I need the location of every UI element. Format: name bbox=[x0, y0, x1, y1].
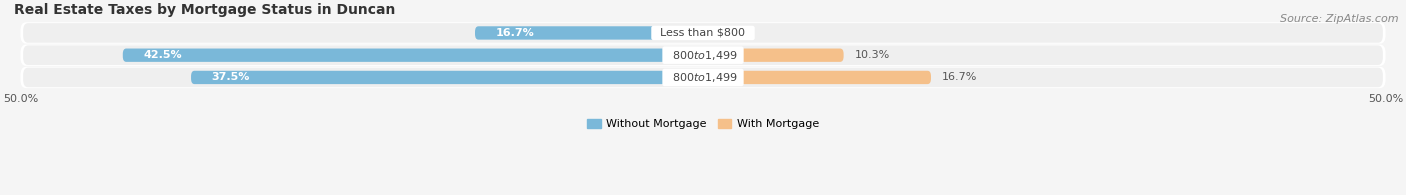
FancyBboxPatch shape bbox=[191, 71, 703, 84]
Text: 42.5%: 42.5% bbox=[143, 50, 181, 60]
Text: 37.5%: 37.5% bbox=[211, 72, 250, 82]
Text: Less than $800: Less than $800 bbox=[654, 28, 752, 38]
Text: $800 to $1,499: $800 to $1,499 bbox=[665, 71, 741, 84]
FancyBboxPatch shape bbox=[703, 71, 931, 84]
Text: 16.7%: 16.7% bbox=[495, 28, 534, 38]
Text: 10.3%: 10.3% bbox=[855, 50, 890, 60]
Text: Source: ZipAtlas.com: Source: ZipAtlas.com bbox=[1281, 14, 1399, 24]
FancyBboxPatch shape bbox=[475, 26, 703, 40]
Legend: Without Mortgage, With Mortgage: Without Mortgage, With Mortgage bbox=[582, 114, 824, 134]
FancyBboxPatch shape bbox=[703, 49, 844, 62]
Text: $800 to $1,499: $800 to $1,499 bbox=[665, 49, 741, 62]
FancyBboxPatch shape bbox=[21, 67, 1385, 88]
FancyBboxPatch shape bbox=[21, 44, 1385, 66]
Text: 0.0%: 0.0% bbox=[714, 28, 742, 38]
FancyBboxPatch shape bbox=[22, 45, 1384, 65]
FancyBboxPatch shape bbox=[21, 22, 1385, 44]
Text: 16.7%: 16.7% bbox=[942, 72, 977, 82]
Text: Real Estate Taxes by Mortgage Status in Duncan: Real Estate Taxes by Mortgage Status in … bbox=[14, 3, 395, 17]
FancyBboxPatch shape bbox=[22, 23, 1384, 43]
FancyBboxPatch shape bbox=[22, 68, 1384, 87]
FancyBboxPatch shape bbox=[122, 49, 703, 62]
